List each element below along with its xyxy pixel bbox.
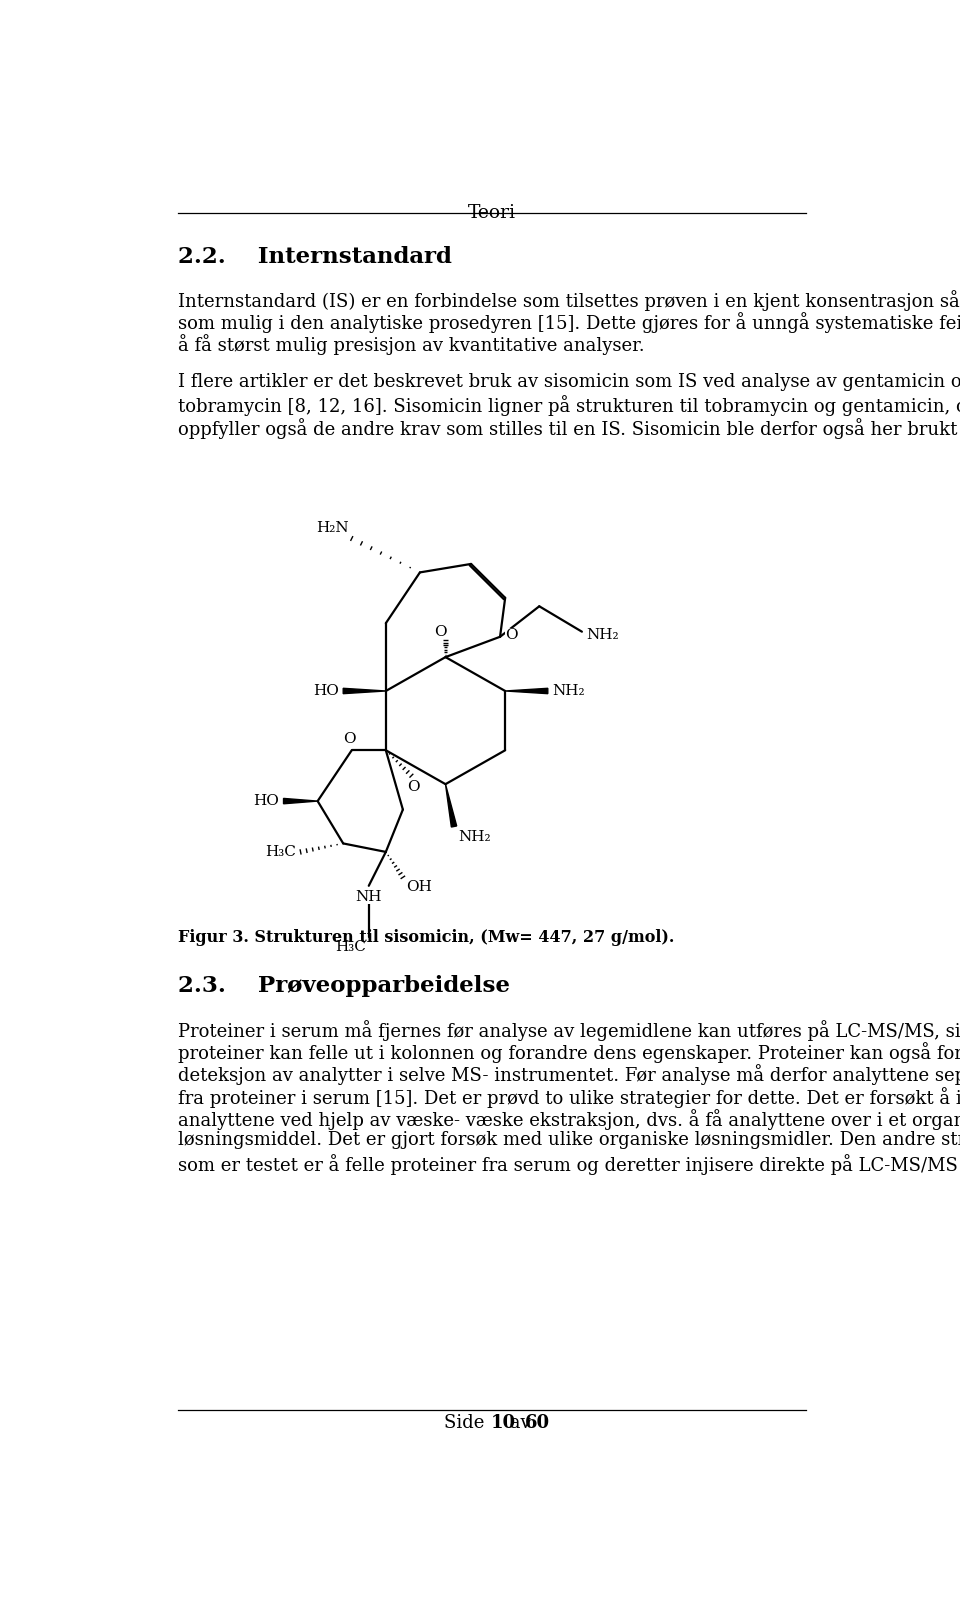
Text: 10: 10	[491, 1415, 516, 1432]
Polygon shape	[283, 798, 318, 803]
Text: NH: NH	[355, 890, 382, 903]
Text: I flere artikler er det beskrevet bruk av sisomicin som IS ved analyse av gentam: I flere artikler er det beskrevet bruk a…	[179, 373, 960, 390]
Text: analyttene ved hjelp av væske- væske ekstraksjon, dvs. å få analyttene over i et: analyttene ved hjelp av væske- væske eks…	[179, 1110, 960, 1131]
Text: proteiner kan felle ut i kolonnen og forandre dens egenskaper. Proteiner kan ogs: proteiner kan felle ut i kolonnen og for…	[179, 1042, 960, 1063]
Text: O: O	[505, 627, 517, 642]
Text: Side: Side	[444, 1415, 491, 1432]
Text: NH₂: NH₂	[587, 627, 619, 642]
Text: deteksjon av analytter i selve MS- instrumentet. Før analyse må derfor analytten: deteksjon av analytter i selve MS- instr…	[179, 1065, 960, 1086]
Text: NH₂: NH₂	[552, 684, 585, 698]
Text: 60: 60	[525, 1415, 550, 1432]
Text: 2.2.    Internstandard: 2.2. Internstandard	[179, 245, 452, 268]
Text: H₂N: H₂N	[316, 521, 348, 536]
Text: Proteiner i serum må fjernes før analyse av legemidlene kan utføres på LC-MS/MS,: Proteiner i serum må fjernes før analyse…	[179, 1019, 960, 1040]
Text: løsningsmiddel. Det er gjort forsøk med ulike organiske løsningsmidler. Den andr: løsningsmiddel. Det er gjort forsøk med …	[179, 1131, 960, 1150]
Text: OH: OH	[406, 881, 432, 894]
Polygon shape	[505, 689, 548, 694]
Text: Figur 3. Strukturen til sisomicin, (Mw= 447, 27 g/mol).: Figur 3. Strukturen til sisomicin, (Mw= …	[179, 929, 675, 945]
Text: Teori: Teori	[468, 205, 516, 223]
Text: NH₂: NH₂	[459, 829, 492, 844]
Text: som er testet er å felle proteiner fra serum og deretter injisere direkte på LC-: som er testet er å felle proteiner fra s…	[179, 1153, 960, 1174]
Text: å få størst mulig presisjon av kvantitative analyser.: å få størst mulig presisjon av kvantitat…	[179, 334, 645, 355]
Text: HO: HO	[253, 794, 278, 808]
Text: O: O	[407, 779, 420, 794]
Polygon shape	[445, 784, 457, 827]
Text: Internstandard (IS) er en forbindelse som tilsettes prøven i en kjent konsentras: Internstandard (IS) er en forbindelse so…	[179, 290, 960, 311]
Polygon shape	[344, 689, 386, 694]
Text: fra proteiner i serum [15]. Det er prøvd to ulike strategier for dette. Det er f: fra proteiner i serum [15]. Det er prøvd…	[179, 1087, 960, 1108]
Text: som mulig i den analytiske prosedyren [15]. Dette gjøres for å unngå systematisk: som mulig i den analytiske prosedyren [1…	[179, 313, 960, 334]
Text: H₃C: H₃C	[265, 845, 296, 858]
Text: 2.3.    Prøveopparbeidelse: 2.3. Prøveopparbeidelse	[179, 976, 510, 997]
Text: tobramycin [8, 12, 16]. Sisomicin ligner på strukturen til tobramycin og gentami: tobramycin [8, 12, 16]. Sisomicin ligner…	[179, 395, 960, 416]
Text: O: O	[434, 624, 446, 639]
Text: H₃C: H₃C	[336, 940, 367, 955]
Text: O: O	[343, 732, 356, 747]
Text: av: av	[504, 1415, 536, 1432]
Text: oppfyller også de andre krav som stilles til en IS. Sisomicin ble derfor også he: oppfyller også de andre krav som stilles…	[179, 418, 960, 439]
Text: HO: HO	[313, 684, 339, 698]
